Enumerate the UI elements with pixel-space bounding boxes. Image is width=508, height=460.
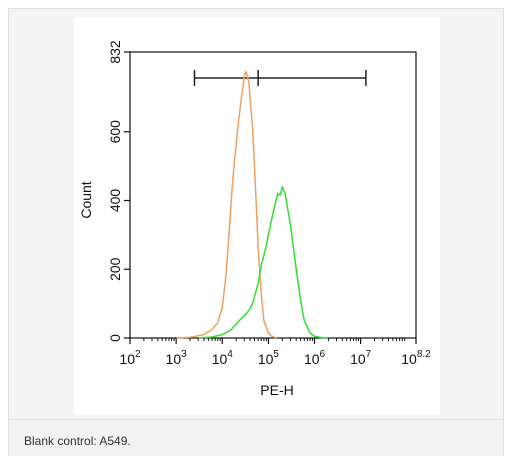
y-axis-label: Count: [78, 181, 94, 218]
figure-area: 102 103 104 105 106 107 108.2 0 200 400 600 832 PE…: [74, 17, 440, 415]
x-tick-label: 104: [212, 349, 234, 367]
y-tick-label: 832: [107, 40, 123, 64]
gate-marker: [193, 70, 367, 86]
histogram-series-2: [198, 186, 329, 339]
histogram-series-1: [176, 70, 277, 339]
x-tick-label: 107: [350, 349, 372, 367]
figure-card: 102 103 104 105 106 107 108.2 0 200 400 600 832 PE…: [8, 8, 504, 456]
y-tick-label: 400: [107, 189, 123, 213]
flow-cytometry-histogram: 102 103 104 105 106 107 108.2 0 200 400 600 832 PE…: [78, 40, 431, 398]
x-tick-label: 103: [166, 349, 188, 367]
x-tick-label: 108.2: [401, 349, 431, 367]
series-layer: [176, 70, 329, 339]
y-tick-label: 600: [107, 120, 123, 144]
x-tick-label: 106: [304, 349, 326, 367]
x-tick-label: 105: [258, 349, 280, 367]
x-axis: 102 103 104 105 106 107 108.2: [119, 338, 431, 367]
caption-text: Blank control: A549.: [24, 434, 131, 448]
y-axis: 0 200 400 600 832: [107, 40, 130, 342]
x-axis-label: PE-H: [260, 382, 293, 398]
y-tick-label: 0: [107, 334, 123, 342]
y-tick-label: 200: [107, 257, 123, 281]
x-tick-label: 102: [119, 349, 141, 367]
caption-bar: Blank control: A549.: [9, 419, 503, 456]
plot-frame: [129, 51, 417, 339]
